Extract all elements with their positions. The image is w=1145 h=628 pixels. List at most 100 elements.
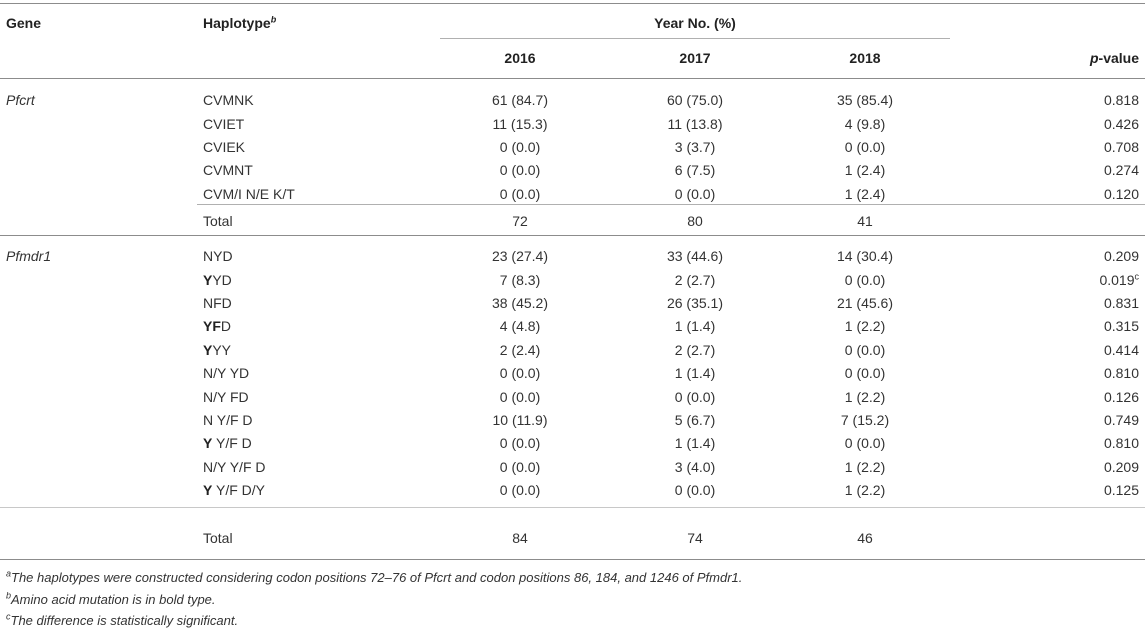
value-2018: 0 (0.0) [844,342,886,358]
haplotype-rest: YY [212,342,232,358]
table-row: Pfcrt CVMNK 61 (84.7) 60 (75.0) 35 (85.4) 0.8… [0,92,1145,112]
total-2018: 41 [857,213,873,229]
pvalue-cell: 0.126 [1104,389,1139,405]
pvalue: 0.426 [1103,116,1139,132]
value-2016: 0 (0.0) [499,162,541,178]
header-row-2: 2016 2017 2018 p-value [0,50,1145,70]
pvalue: 0.125 [1103,482,1139,498]
value-2018: 1 (2.2) [844,389,886,405]
pvalue-cell: 0.810 [1104,435,1139,451]
total-2016: 84 [512,530,528,546]
value-2016: 7 (8.3) [499,272,541,288]
value-2016: 0 (0.0) [499,482,541,498]
total-row: Total 84 74 46 [0,530,1145,550]
haplotype-mutation: YF [203,318,221,334]
header-pvalue-suffix: -value [1098,50,1139,66]
haplotype-cell: N/Y YD [203,365,249,381]
pvalue: 0.274 [1103,162,1139,178]
table-bottom-rule [0,559,1145,560]
header-pvalue-italic: p [1089,50,1099,66]
value-2018: 14 (30.4) [836,248,894,264]
value-2017: 6 (7.5) [674,162,716,178]
value-2017: 2 (2.7) [674,272,716,288]
pvalue-cell: 0.120 [1104,186,1139,202]
header-row-1: Gene Haplotypeb Year No. (%) [0,15,1145,35]
pvalue: 0.126 [1103,389,1139,405]
value-2017: 0 (0.0) [674,186,716,202]
value-2018: 21 (45.6) [836,295,894,311]
total-2016: 72 [512,213,528,229]
total-label: Total [203,213,233,229]
total-row: Total 72 80 41 [0,213,1145,233]
haplotype-cell: CVIEK [203,139,245,155]
value-2016: 0 (0.0) [499,435,541,451]
footnote: cThe difference is statistically signifi… [6,611,238,628]
table-row: YYD 7 (8.3) 2 (2.7) 0 (0.0) 0.019c [0,272,1145,292]
header-pvalue: p-value [1090,50,1139,66]
footnote-text: Amino acid mutation is in bold type. [11,592,216,607]
haplotype-cell: YFD [203,318,231,334]
pvalue-cell: 0.125 [1104,482,1139,498]
table-row: N/Y YD 0 (0.0) 1 (1.4) 0 (0.0) 0.810 [0,365,1145,385]
haplotype-rest: NFD [203,295,232,311]
value-2017: 1 (1.4) [674,318,716,334]
gene-name: Pfmdr1 [6,248,52,264]
haplotype-cell: Y Y/F D/Y [203,482,265,498]
value-2016: 0 (0.0) [499,139,541,155]
haplotype-rest: Y/F D/Y [212,482,265,498]
haplotype-cell: NYD [203,248,233,264]
value-2018: 0 (0.0) [844,435,886,451]
value-2016: 0 (0.0) [499,186,541,202]
pvalue-cell: 0.414 [1104,342,1139,358]
value-2017: 2 (2.7) [674,342,716,358]
pvalue-cell: 0.274 [1104,162,1139,178]
haplotype-rest: N Y/F D [203,412,253,428]
gene-name: Pfcrt [6,92,35,108]
total-rule [0,507,1145,508]
value-2018: 35 (85.4) [836,92,894,108]
table-row: CVM/I N/E K/T 0 (0.0) 0 (0.0) 1 (2.4) 0.120 [0,186,1145,206]
header-year-2018: 2018 [849,50,881,66]
value-2017: 3 (4.0) [674,459,716,475]
footnote: bAmino acid mutation is in bold type. [6,591,216,607]
haplotype-cell: N/Y FD [203,389,249,405]
value-2017: 26 (35.1) [666,295,724,311]
table-row: Pfmdr1 NYD 23 (27.4) 33 (44.6) 14 (30.4) 0.20… [0,248,1145,268]
pvalue: 0.209 [1103,459,1139,475]
pvalue: 0.209 [1103,248,1139,264]
value-2017: 1 (1.4) [674,435,716,451]
haplotype-cell: CVIET [203,116,244,132]
pvalue: 0.708 [1103,139,1139,155]
header-year-2017: 2017 [679,50,711,66]
haplotype-cell: YYY [203,342,231,358]
value-2017: 0 (0.0) [674,482,716,498]
header-year-2016: 2016 [504,50,536,66]
haplotype-rest: CVIEK [203,139,246,155]
value-2016: 4 (4.8) [499,318,541,334]
haplotype-cell: N/Y Y/F D [203,459,266,475]
table-row: N/Y Y/F D 0 (0.0) 3 (4.0) 1 (2.2) 0.209 [0,459,1145,479]
header-bottom-rule [0,78,1145,79]
pvalue-cell: 0.831 [1104,295,1139,311]
haplotype-rest: N/Y FD [203,389,249,405]
haplotype-cell: N Y/F D [203,412,253,428]
pvalue-cell: 0.749 [1104,412,1139,428]
total-label: Total [203,530,233,546]
footnote-marker: c [6,611,11,622]
haplotype-cell: CVMNT [203,162,253,178]
value-2017: 3 (3.7) [674,139,716,155]
value-2018: 4 (9.8) [844,116,886,132]
value-2018: 1 (2.4) [844,162,886,178]
value-2016: 2 (2.4) [499,342,541,358]
haplotype-rest: Y/F D [212,435,252,451]
header-gene-label: Gene [6,15,42,31]
pvalue-cell: 0.810 [1104,365,1139,381]
pvalue-cell: 0.209 [1104,248,1139,264]
haplotype-cell: YYD [203,272,232,288]
table-row: Y Y/F D/Y 0 (0.0) 0 (0.0) 1 (2.2) 0.125 [0,482,1145,502]
total-2017: 74 [687,530,703,546]
value-2016: 10 (11.9) [492,412,548,428]
pvalue-cell: 0.426 [1104,116,1139,132]
haplotype-rest: CVMNK [203,92,254,108]
value-2018: 7 (15.2) [840,412,890,428]
